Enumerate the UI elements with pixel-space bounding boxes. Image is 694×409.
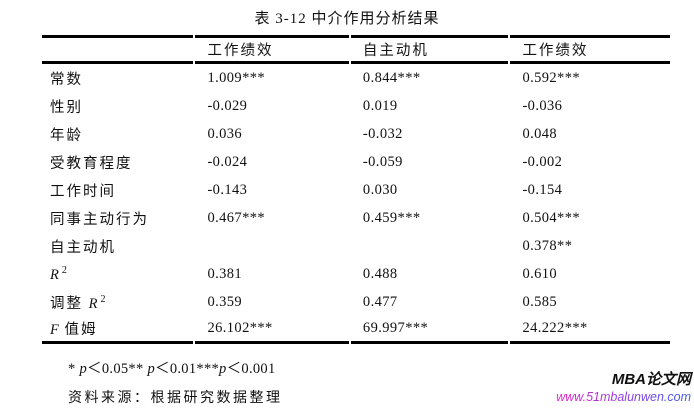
- table-row: 性别 -0.029 0.019 -0.036: [42, 92, 670, 120]
- table-cell: [351, 232, 509, 260]
- data-source-note: 资料来源：根据研究数据整理: [68, 391, 283, 406]
- table-cell: -0.154: [522, 181, 563, 198]
- table-cell: 0.477: [362, 293, 398, 310]
- table-cell: 69.997***: [350, 316, 509, 344]
- watermark-url: www.51mbalunwen.com: [556, 389, 691, 404]
- row-label: F 值姆: [42, 316, 194, 344]
- watermark: MBA论文网 www.51mbalunwen.com: [556, 371, 691, 405]
- table-cell: [195, 232, 348, 260]
- table-cell: -0.036: [522, 97, 563, 114]
- table-row: 同事主动行为 0.467*** 0.459*** 0.504***: [42, 204, 670, 232]
- table-row: F 值姆 26.102*** 69.997*** 24.222***: [42, 316, 670, 344]
- table-cell: -0.002: [522, 153, 563, 170]
- column-header: [42, 35, 194, 64]
- row-label: 自主动机: [50, 239, 116, 256]
- row-label: 常数: [50, 71, 83, 88]
- table-row: 工作时间 -0.143 0.030 -0.154: [42, 176, 670, 204]
- column-header: 自主动机: [350, 35, 509, 64]
- table-row: 受教育程度 -0.024 -0.059 -0.002: [42, 148, 670, 176]
- significance-note: * p＜0.05** p＜0.01***p＜0.001: [68, 361, 276, 377]
- table-row: 自主动机 0.378**: [42, 232, 670, 260]
- table-cell: 0.359: [207, 293, 243, 310]
- table-row: 常数 1.009*** 0.844*** 0.592***: [42, 64, 670, 92]
- row-label: 受教育程度: [50, 155, 133, 172]
- row-label: 性别: [50, 99, 83, 116]
- table-cell: 0.467***: [207, 209, 266, 226]
- table-cell: 0.504***: [522, 209, 581, 226]
- table-cell: 0.036: [207, 125, 243, 142]
- table-cell: 0.610: [522, 265, 558, 282]
- row-label: 工作时间: [50, 183, 116, 200]
- table-cell: -0.059: [362, 153, 403, 170]
- table-cell: 0.030: [362, 181, 398, 198]
- mediation-analysis-table: 工作绩效 自主动机 工作绩效 常数 1.009*** 0.844*** 0.59…: [40, 35, 672, 344]
- header-row: 工作绩效 自主动机 工作绩效: [42, 35, 670, 64]
- column-header: 工作绩效: [195, 35, 349, 64]
- table-cell: 0.488: [362, 265, 398, 282]
- table-cell: 0.381: [207, 265, 243, 282]
- table-cell: 0.048: [522, 125, 558, 142]
- table-cell: 26.102***: [195, 316, 349, 344]
- table-row: 年龄 0.036 -0.032 0.048: [42, 120, 670, 148]
- watermark-brand: MBA论文网: [611, 371, 691, 388]
- column-header: 工作绩效: [510, 35, 670, 64]
- row-label: 年龄: [50, 127, 83, 144]
- table-cell: 1.009***: [207, 69, 266, 86]
- row-label: 同事主动行为: [50, 211, 149, 228]
- table-cell: 0.019: [362, 97, 398, 114]
- table-cell: 0.378**: [522, 237, 573, 254]
- table-cell: -0.032: [362, 125, 403, 142]
- table-cell: -0.029: [207, 97, 248, 114]
- table-cell: 0.585: [522, 293, 558, 310]
- table-cell: 0.459***: [362, 209, 421, 226]
- table-cell: 0.844***: [362, 69, 421, 86]
- table-cell: -0.024: [207, 153, 248, 170]
- table-title: 表 3-12 中介作用分析结果: [254, 11, 440, 27]
- table-cell: -0.143: [207, 181, 248, 198]
- table-cell: 24.222***: [510, 316, 670, 344]
- table-cell: 0.592***: [522, 69, 581, 86]
